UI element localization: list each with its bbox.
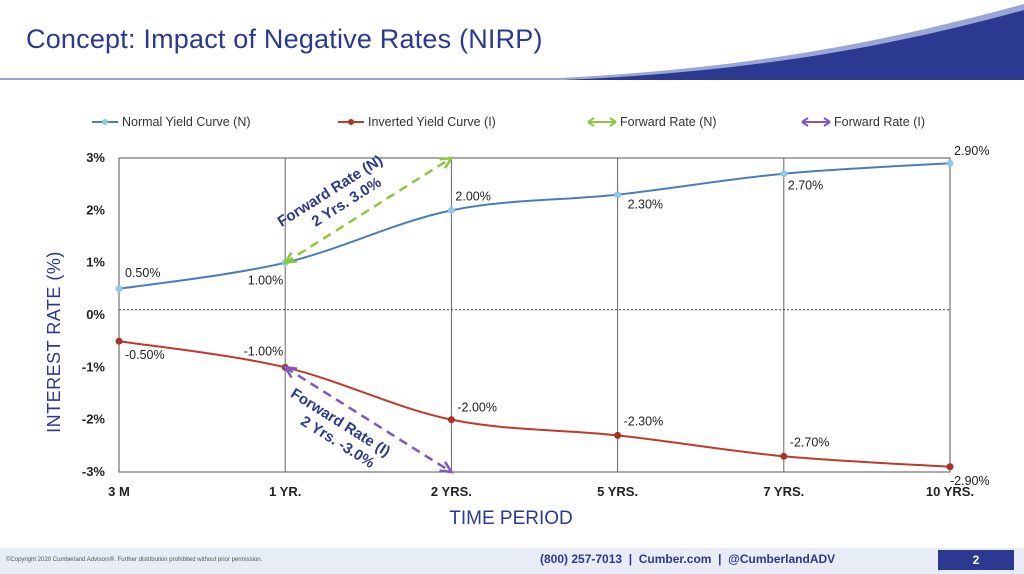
data-label: -2.90% — [950, 474, 990, 488]
x-axis-ticks: 3 M 1 YR. 2 YRS. 5 YRS. 7 YRS. 10 YRS. — [108, 484, 974, 499]
data-point — [946, 159, 954, 167]
data-label: 2.00% — [455, 189, 490, 203]
y-tick-label: 0% — [86, 307, 105, 322]
data-point — [780, 170, 788, 178]
y-tick-label: -3% — [82, 464, 106, 479]
data-point — [614, 191, 622, 199]
data-point — [614, 431, 622, 439]
x-tick-label: 2 YRS. — [431, 484, 472, 499]
forward-arrow-line — [284, 366, 453, 474]
plot-border — [118, 157, 951, 473]
forward-rate-n-annotation: Forward Rate (N)2 Yrs. 3.0% — [275, 152, 454, 265]
x-tick-label: 3 M — [108, 484, 130, 499]
data-label: 1.00% — [248, 274, 283, 288]
data-point — [946, 463, 954, 471]
data-label: -2.30% — [624, 414, 664, 428]
series-inverted: -0.50% -1.00% -2.00% -2.30% -2.70% -2.90% — [115, 337, 990, 488]
data-label: 2.90% — [954, 144, 989, 158]
legend-label-normal: Normal Yield Curve (N) — [122, 115, 251, 129]
legend-label-forward-n: Forward Rate (N) — [620, 115, 717, 129]
series-line — [118, 162, 951, 290]
x-axis-title: TIME PERIOD — [449, 508, 573, 529]
forward-rate-text: Forward Rate (I)2 Yrs. -3.0% — [288, 385, 394, 472]
y-tick-label: 1% — [86, 255, 105, 270]
legend-item-inverted: Inverted Yield Curve (I) — [338, 115, 496, 129]
annotation-layer: Forward Rate (N)2 Yrs. 3.0% Forward Rate … — [275, 152, 454, 474]
x-tick-label: 5 YRS. — [597, 484, 638, 499]
series-line — [118, 340, 951, 468]
footer-bar: ©Copyright 2020 Cumberland Advisors®. Fu… — [0, 548, 1024, 574]
forward-arrow-line — [284, 156, 453, 264]
data-label: 2.70% — [788, 179, 823, 193]
data-point — [115, 285, 123, 293]
arrow-head — [282, 251, 298, 265]
data-label: 0.50% — [125, 266, 160, 280]
forward-rate-i-annotation: Forward Rate (I)2 Yrs. -3.0% — [282, 365, 454, 474]
data-label: -0.50% — [125, 348, 165, 362]
legend-label-inverted: Inverted Yield Curve (I) — [368, 115, 496, 129]
legend-item-normal: Normal Yield Curve (N) — [92, 115, 251, 129]
y-tick-label: 2% — [86, 202, 105, 217]
y-axis-title: INTEREST RATE (%) — [44, 251, 64, 433]
x-tick-label: 7 YRS. — [763, 484, 804, 499]
data-label: -1.00% — [244, 344, 284, 358]
contact-info: (800) 257-7013 | Cumber.com | @Cumberlan… — [540, 552, 836, 566]
data-point — [447, 416, 455, 424]
series-normal: 0.50% 1.00% 2.00% 2.30% 2.70% 2.90% — [115, 144, 989, 293]
arrow-head — [439, 461, 454, 474]
page-number: 2 — [938, 550, 1014, 570]
arrow-head — [282, 365, 298, 379]
x-tick-label: 10 YRS. — [926, 484, 974, 499]
y-tick-label: -2% — [82, 412, 106, 427]
legend-label-forward-i: Forward Rate (I) — [834, 115, 925, 129]
data-point — [447, 206, 455, 214]
y-tick-label: 3% — [86, 150, 105, 165]
y-tick-label: -1% — [82, 359, 106, 374]
y-axis-ticks: 3% 2% 1% 0% -1% -2% -3% — [82, 150, 106, 479]
plot-frame — [118, 157, 951, 473]
series-layer: 0.50% 1.00% 2.00% 2.30% 2.70% 2.90% -0.50% -1.0… — [115, 144, 990, 488]
data-label: -2.00% — [457, 401, 497, 415]
copyright-notice: ©Copyright 2020 Cumberland Advisors®. Fu… — [6, 557, 263, 563]
header-swoosh — [0, 4, 1024, 80]
slide-title: Concept: Impact of Negative Rates (NIRP) — [26, 24, 543, 54]
arrow-head — [439, 156, 454, 169]
data-label: 2.30% — [628, 198, 663, 212]
chart-legend: Normal Yield Curve (N) Inverted Yield Cu… — [92, 115, 925, 129]
legend-item-forward-n: Forward Rate (N) — [587, 115, 717, 129]
legend-item-forward-i: Forward Rate (I) — [801, 115, 925, 129]
data-point — [780, 452, 788, 460]
data-label: -2.70% — [790, 435, 830, 449]
yield-curve-chart: Normal Yield Curve (N) Inverted Yield Cu… — [44, 115, 990, 529]
x-tick-label: 1 YR. — [269, 484, 301, 499]
data-point — [115, 337, 123, 345]
